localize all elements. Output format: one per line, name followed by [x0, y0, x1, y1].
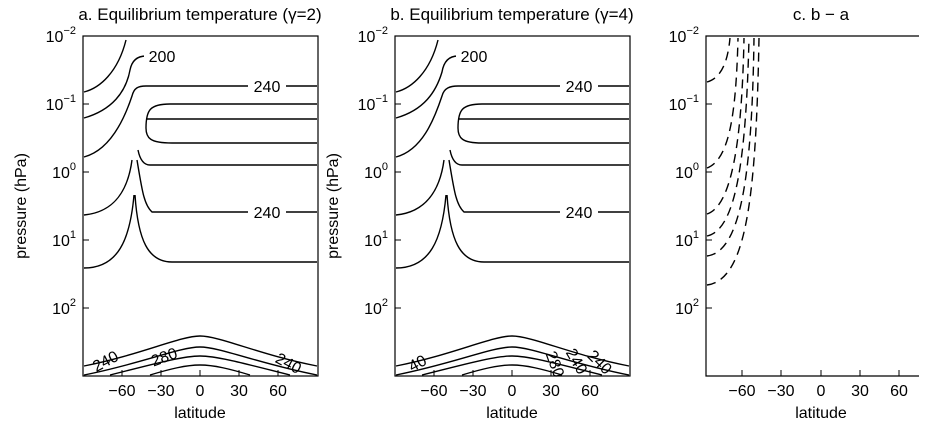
- panel-b-title: b. Equilibrium temperature (γ=4): [390, 5, 633, 24]
- x-tick-label: −30: [459, 383, 486, 400]
- panel-a-contour-label: 240: [254, 205, 281, 222]
- panel-a-contour: [145, 103, 317, 144]
- x-tick-label: 60: [269, 383, 287, 400]
- x-tick-label: −60: [420, 383, 447, 400]
- panel-c-x-tick-labels: −60 −30 0 30 60: [728, 383, 908, 400]
- panel-c-contour: [706, 37, 731, 83]
- panel-b-x-tick-labels: −60 −30 0 30 60: [420, 383, 599, 400]
- x-tick-label: −60: [108, 383, 135, 400]
- panel-a-label-bg: [144, 48, 180, 66]
- panel-a-contour: [83, 39, 127, 93]
- panel-c-y-tick-labels: 10−2 10−1 100 101 102: [669, 25, 699, 318]
- panel-c-contour: [706, 37, 750, 237]
- panel-a-contour: [136, 159, 317, 213]
- panel-c-plot-frame: [705, 35, 919, 377]
- x-tick-label: 30: [542, 383, 560, 400]
- y-tick-label: 101: [675, 229, 699, 250]
- panel-b-ticks: [395, 35, 591, 376]
- y-tick-label: 101: [364, 229, 388, 250]
- panel-b-contour-label: 200: [461, 49, 488, 66]
- panel-c-contour: [706, 37, 755, 257]
- panel-b-contour: [448, 159, 629, 213]
- y-tick-label: 10−2: [358, 25, 388, 46]
- panel-b-contour: [449, 149, 629, 166]
- y-tick-label: 10−2: [669, 25, 699, 46]
- panel-b-contour: [395, 159, 445, 216]
- x-tick-label: −60: [728, 383, 755, 400]
- panel-a-x-axis-label: latitude: [174, 405, 226, 422]
- y-tick-label: 10−1: [46, 93, 76, 114]
- panel-a-contour: [137, 149, 317, 166]
- panel-b-contour: [395, 85, 629, 158]
- panel-a-contour: [83, 159, 133, 216]
- panel-a: a. Equilibrium temperature (γ=2) 200 240…: [13, 5, 322, 422]
- panel-a-contour: [149, 364, 251, 376]
- panel-b-contour: [395, 55, 459, 119]
- panel-a-contour-label: 240: [254, 79, 281, 96]
- panel-a-contour: [83, 194, 317, 269]
- panel-c-x-axis-label: latitude: [795, 405, 847, 422]
- panel-b-contour: [395, 194, 629, 269]
- panel-b-contour: [421, 355, 603, 376]
- panel-a-ticks: [83, 35, 279, 376]
- panel-b-y-tick-labels: 10−2 10−1 100 101 102: [358, 25, 388, 318]
- panel-a-label-bg: [248, 204, 286, 222]
- y-tick-label: 102: [675, 297, 699, 318]
- panel-a-y-tick-labels: 10−2 10−1 100 101 102: [46, 25, 76, 318]
- panel-b-contour-label: 240: [566, 205, 593, 222]
- y-tick-label: 102: [52, 297, 76, 318]
- y-tick-label: 102: [364, 297, 388, 318]
- panel-b-y-axis-label: pressure (hPa): [325, 153, 342, 259]
- panel-c-contour: [706, 37, 760, 286]
- panel-a-contour-label: 240: [272, 350, 304, 378]
- x-tick-label: 60: [581, 383, 599, 400]
- panel-b-contour: [457, 103, 629, 144]
- panel-b-contour-label: 40: [406, 352, 430, 375]
- panel-b-contour-label: 240: [584, 347, 615, 378]
- panel-a-contour: [83, 346, 318, 376]
- x-tick-label: −30: [767, 383, 794, 400]
- panel-b-label-bg: [560, 78, 598, 96]
- panel-b-x-axis-label: latitude: [486, 405, 538, 422]
- panel-c-ticks: [706, 35, 900, 376]
- panel-a-contour: [83, 335, 318, 367]
- panel-c: c. b − a 10−2 10−1 100 101 102 −60 −30 0…: [669, 5, 919, 422]
- x-tick-label: 0: [817, 383, 826, 400]
- panel-b-contour: [461, 364, 563, 376]
- panel-a-contour-label: 240: [90, 348, 122, 376]
- panel-b-contour-label: 240: [566, 79, 593, 96]
- panel-b-contour: [395, 346, 630, 376]
- y-tick-label: 100: [364, 161, 388, 182]
- panel-a-contour-label: 200: [149, 49, 176, 66]
- x-tick-label: −30: [147, 383, 174, 400]
- panel-b: b. Equilibrium temperature (γ=4) 200 240…: [325, 5, 634, 422]
- x-tick-label: 30: [851, 383, 869, 400]
- panel-c-contour: [706, 37, 739, 169]
- x-tick-label: 60: [890, 383, 908, 400]
- panel-a-contour-label: 280: [149, 345, 180, 370]
- panel-a-contour: [83, 55, 147, 119]
- x-tick-label: 0: [196, 383, 205, 400]
- panel-c-contour: [706, 37, 745, 215]
- x-tick-label: 0: [508, 383, 517, 400]
- y-tick-label: 101: [52, 229, 76, 250]
- panel-a-y-axis-label: pressure (hPa): [13, 153, 30, 259]
- panel-b-label-bg: [456, 48, 492, 66]
- x-tick-label: 30: [230, 383, 248, 400]
- panel-a-title: a. Equilibrium temperature (γ=2): [78, 5, 321, 24]
- panel-b-contour: [395, 335, 630, 367]
- y-tick-label: 100: [675, 161, 699, 182]
- y-tick-label: 10−1: [669, 93, 699, 114]
- panel-b-label-bg: [560, 204, 598, 222]
- panel-a-contour: [83, 85, 317, 158]
- panel-a-x-tick-labels: −60 −30 0 30 60: [108, 383, 287, 400]
- y-tick-label: 10−1: [358, 93, 388, 114]
- panel-a-contour: [109, 355, 291, 376]
- panel-c-title: c. b − a: [793, 5, 850, 24]
- panel-b-contour: [395, 39, 439, 93]
- y-tick-label: 100: [52, 161, 76, 182]
- y-tick-label: 10−2: [46, 25, 76, 46]
- panel-a-label-bg: [248, 78, 286, 96]
